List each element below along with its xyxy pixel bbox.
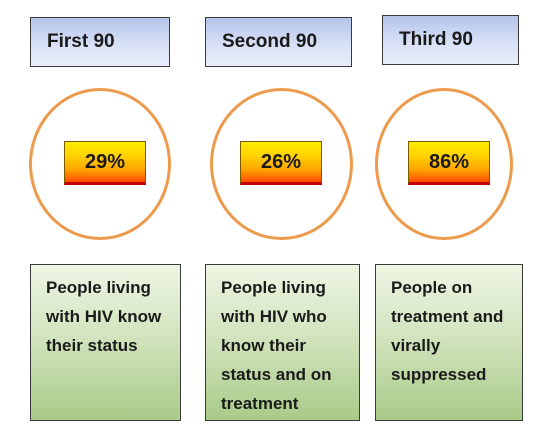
stage-1-heading: First 90 bbox=[30, 17, 170, 67]
stage-3-percentage: 86% bbox=[408, 141, 490, 185]
stage-3-heading: Third 90 bbox=[382, 15, 519, 65]
stage-1-percentage: 29% bbox=[64, 141, 146, 185]
stage-1-ring bbox=[29, 88, 171, 240]
stage-1-description: People living with HIV know their status bbox=[30, 264, 181, 421]
stage-2-description: People living with HIV who know their st… bbox=[205, 264, 360, 421]
stage-2-heading: Second 90 bbox=[205, 17, 352, 67]
stage-2-percentage: 26% bbox=[240, 141, 322, 185]
stage-3-description: People on treatment and virally suppress… bbox=[375, 264, 523, 421]
